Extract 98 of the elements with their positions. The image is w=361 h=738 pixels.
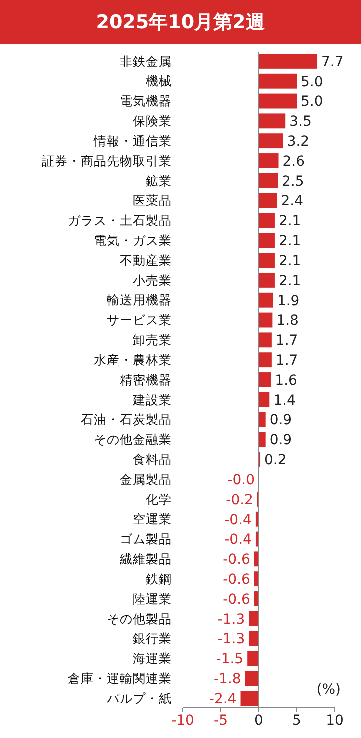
data-label: -2.4 <box>209 691 237 708</box>
data-label: 0.9 <box>270 412 292 429</box>
data-label: -0.0 <box>228 472 255 488</box>
bar <box>240 691 259 706</box>
y-tick-label: 陸運業 <box>133 591 172 606</box>
y-tick-label: 海運業 <box>133 651 172 666</box>
data-label: 2.1 <box>278 234 302 250</box>
y-tick-label: 電気・ガス業 <box>94 233 172 248</box>
data-label: 1.6 <box>275 372 298 389</box>
y-tick-label: その他金融業 <box>94 432 172 448</box>
x-tick-label: -5 <box>214 713 228 729</box>
data-label: 2.6 <box>282 154 306 170</box>
y-tick-label: 輸送用機器 <box>107 292 172 308</box>
bar <box>259 233 275 248</box>
y-tick-label: 化学 <box>146 492 172 507</box>
y-tick-label: 倉庫・運輸関連業 <box>68 671 172 686</box>
data-label: 2.5 <box>282 174 304 190</box>
bar <box>259 114 286 129</box>
data-label: 3.5 <box>290 114 312 130</box>
data-label: -1.3 <box>218 632 246 648</box>
y-tick-label: 鉱業 <box>146 173 172 188</box>
y-tick-label: 金属製品 <box>120 472 172 487</box>
x-tick-label: -10 <box>172 713 194 729</box>
data-label: 2.4 <box>281 194 304 210</box>
bar <box>259 74 297 89</box>
bar <box>259 332 272 348</box>
bar <box>245 671 259 686</box>
data-label: 1.7 <box>276 333 298 350</box>
bar <box>259 312 273 328</box>
bar <box>259 94 297 109</box>
data-label: 0.2 <box>264 452 287 469</box>
x-tick-label: 0 <box>254 713 264 729</box>
bar <box>259 272 275 288</box>
bar <box>259 154 279 168</box>
bar <box>249 611 259 626</box>
y-tick-label: 機械 <box>146 74 172 89</box>
data-label: 1.8 <box>276 313 299 330</box>
data-label: 1.7 <box>276 352 298 369</box>
bar <box>259 173 278 188</box>
data-label: -1.3 <box>218 612 246 628</box>
data-label: -0.6 <box>223 552 251 568</box>
data-label: 5.0 <box>301 74 324 90</box>
y-tick-label: ゴム製品 <box>120 532 172 547</box>
data-label: 2.1 <box>278 273 302 290</box>
bar <box>259 352 272 368</box>
y-tick-label: 水産・農林業 <box>94 352 172 368</box>
data-label: 3.2 <box>287 134 310 150</box>
chart-title: 2025年10月第2週 <box>96 12 265 34</box>
bar <box>259 213 275 228</box>
data-label: 7.7 <box>322 54 344 70</box>
y-tick-label: パルプ・紙 <box>106 690 172 706</box>
data-label: -0.4 <box>224 532 252 548</box>
data-label: 2.1 <box>278 253 302 270</box>
data-label: 1.4 <box>274 392 296 409</box>
y-tick-label: 繊維製品 <box>119 552 172 567</box>
data-label: -1.5 <box>216 652 244 668</box>
bar <box>249 631 259 646</box>
y-tick-label: 鉄鋼 <box>146 571 172 586</box>
y-tick-label: 小売業 <box>133 272 172 288</box>
y-tick-label: サービス業 <box>107 312 172 328</box>
y-tick-label: 銀行業 <box>133 631 172 646</box>
data-label: -0.4 <box>224 512 252 528</box>
x-axis-title: (%) <box>316 682 341 698</box>
y-tick-label: 空運業 <box>133 512 172 527</box>
bar <box>259 432 266 448</box>
data-label: -0.6 <box>223 572 251 588</box>
bar <box>259 292 274 308</box>
x-tick-label: 10 <box>326 713 344 729</box>
y-tick-label: その他製品 <box>107 611 172 626</box>
data-label: 2.1 <box>278 214 302 230</box>
bar <box>259 412 266 428</box>
y-tick-label: 食料品 <box>133 452 172 468</box>
y-tick-label: 卸売業 <box>133 332 172 348</box>
y-tick-label: 医薬品 <box>133 193 172 208</box>
y-tick-label: ガラス・土石製品 <box>68 213 172 228</box>
bar <box>259 372 272 388</box>
data-label: 1.9 <box>277 293 300 310</box>
data-label: 0.9 <box>270 432 292 449</box>
y-tick-label: 証券・商品先物取引業 <box>42 153 172 168</box>
x-tick-label: 5 <box>292 713 302 729</box>
y-tick-label: 保険業 <box>133 114 172 129</box>
y-tick-label: 精密機器 <box>120 372 172 388</box>
data-label: 5.0 <box>301 94 324 110</box>
data-label: -0.6 <box>223 592 251 608</box>
bar <box>248 651 259 666</box>
data-label: -0.2 <box>226 492 254 508</box>
y-tick-label: 石油・石炭製品 <box>81 412 172 428</box>
y-tick-label: 非鉄金属 <box>120 54 172 69</box>
bar <box>259 392 270 408</box>
y-tick-label: 電気機器 <box>120 94 172 109</box>
bar <box>259 193 278 208</box>
bar <box>259 54 318 69</box>
y-tick-label: 不動産業 <box>120 252 172 268</box>
bar <box>259 134 284 149</box>
y-tick-label: 情報・通信業 <box>93 133 172 148</box>
data-label: -1.8 <box>214 672 242 688</box>
bar <box>259 253 275 268</box>
y-tick-label: 建設業 <box>132 392 172 408</box>
